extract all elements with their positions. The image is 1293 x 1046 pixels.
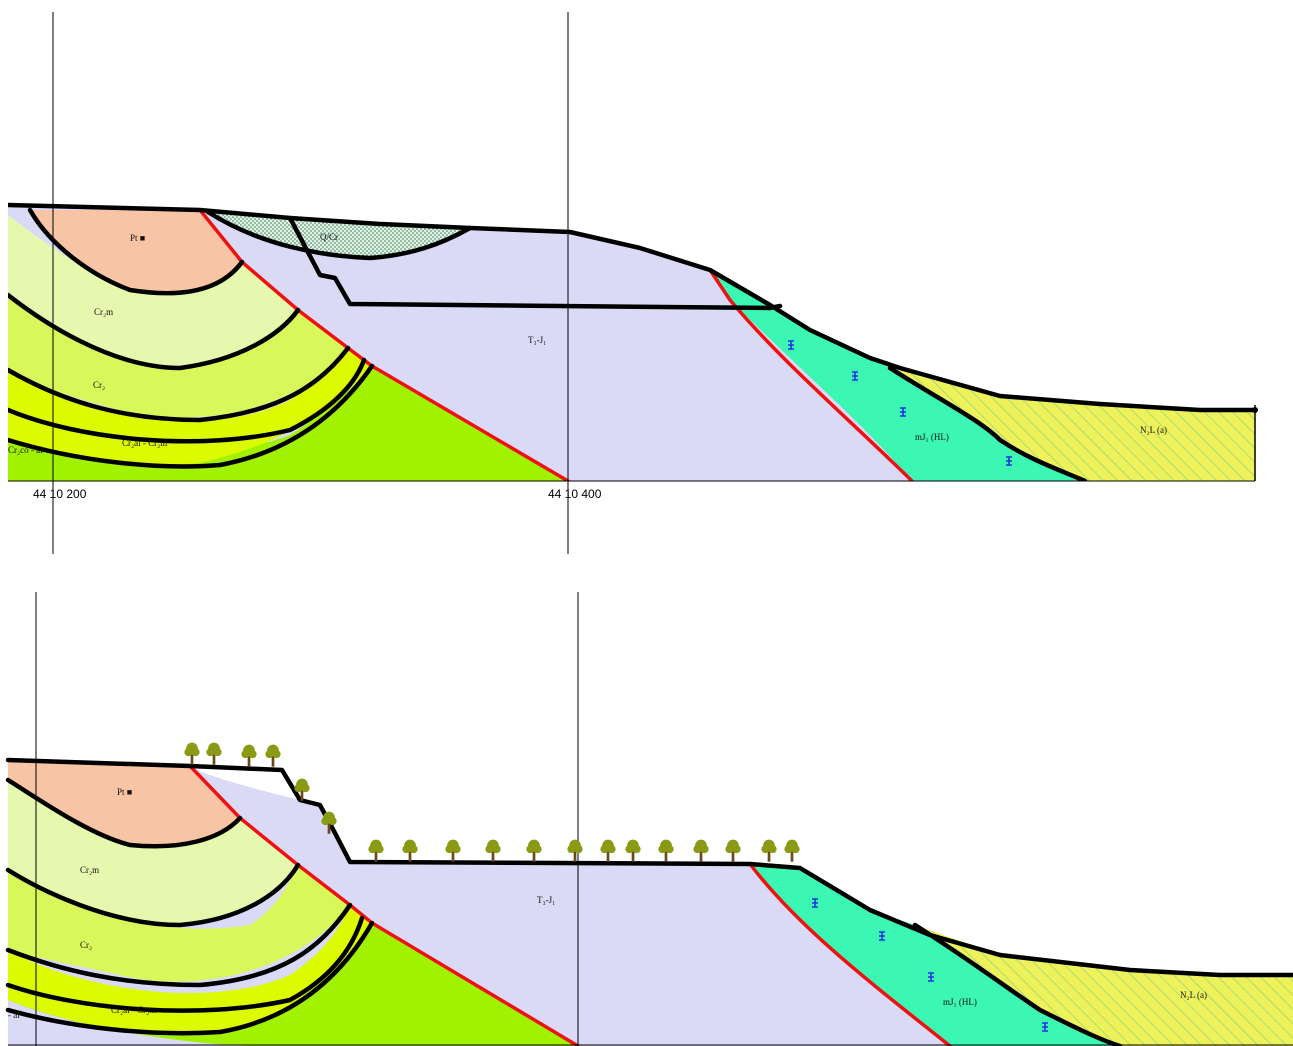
unit-cr2-area-lower — [8, 865, 350, 982]
boundary-q — [205, 209, 473, 261]
boundary-cr2m — [8, 292, 301, 371]
label-mj1hl: mJ₁ (HL) — [915, 432, 949, 442]
tree-icon — [625, 839, 641, 862]
tree-icon — [184, 742, 200, 765]
unit-mj1hl-area — [710, 270, 1085, 481]
label-t3j1: T₃-J₁ — [528, 335, 546, 345]
tree-icon — [761, 839, 777, 862]
tree-icon — [693, 839, 709, 862]
boundary-pt-lower — [5, 777, 243, 849]
tree-icon — [658, 839, 674, 862]
label-pt: Pt ■ — [130, 233, 145, 243]
label-cr2al-cr2m-lower: Cr₂al - Cr₂m — [111, 1005, 156, 1015]
boundary-cr2 — [8, 345, 351, 423]
boundary-cr2m-lower — [5, 862, 301, 928]
unit-n2l-area-lower — [915, 925, 1293, 1046]
unit-mj1hl-area-lower — [730, 830, 1120, 1046]
fault-line-east-lower — [748, 862, 952, 1046]
label-t3j1-lower: T₃-J₁ — [537, 895, 555, 905]
label-mj1hl-lower: mJ₁ (HL) — [943, 997, 977, 1007]
topography-lower — [5, 757, 1293, 978]
unit-n2l-area — [890, 368, 1255, 481]
label-n2l-lower: N₂L (a) — [1180, 990, 1207, 1000]
label-cr2m-lower: Cr₂m — [80, 865, 99, 875]
boundary-cr2al-upper-lower — [5, 915, 365, 1013]
tree-icon — [206, 742, 222, 765]
fault-line-west-lower — [188, 764, 580, 1046]
tree-icon — [567, 839, 583, 862]
label-cr2al-cr2m: Cr₂al - Cr₂m — [122, 438, 167, 448]
tree-icon — [402, 839, 418, 862]
unit-pt-area — [30, 210, 242, 294]
label-cr2: Cr₂ — [93, 380, 105, 390]
boundary-cr2al-lower-lower — [5, 920, 375, 1036]
label-al-lower: - al — [8, 1010, 20, 1020]
coord-label-left: 44 10 200 — [33, 487, 87, 501]
tree-icon — [445, 839, 461, 862]
tree-icon — [265, 744, 281, 767]
label-cr2m: Cr₂m — [94, 307, 113, 317]
tree-icon — [485, 839, 501, 862]
quarry-excavation — [192, 768, 300, 800]
fault-line-east — [708, 268, 914, 481]
boundary-cr2al-upper — [8, 357, 367, 444]
boundary-n2l — [887, 365, 1088, 481]
tree-icon — [784, 839, 800, 862]
tree-icon — [600, 839, 616, 862]
boundary-n2l-lower — [912, 922, 1123, 1046]
tree-icon — [526, 839, 542, 862]
unit-cr2m-area-lower — [8, 780, 298, 925]
tree-icon — [725, 839, 741, 862]
unit-pt-area-lower — [8, 760, 240, 847]
section-end-point — [1252, 407, 1258, 413]
label-n2l: N₂L (a) — [1140, 425, 1167, 435]
unit-cr2m-area — [8, 215, 298, 368]
lower-section — [5, 757, 1293, 1046]
upper-section — [8, 202, 1258, 481]
fault-line-west — [198, 208, 570, 481]
label-pt-lower: Pt ■ — [117, 787, 132, 797]
label-cr2-lower: Cr₂ — [80, 940, 92, 950]
boundary-cr2al-lower — [8, 363, 375, 469]
topography-upper — [8, 202, 1258, 413]
tree-icon — [241, 744, 257, 767]
unit-q-area — [208, 212, 470, 258]
label-cr2co-al: Cr₂co - al — [8, 445, 43, 455]
tree-icon — [368, 839, 384, 862]
label-q: Q/Cr — [320, 232, 338, 242]
coord-label-middle: 44 10 400 — [548, 487, 602, 501]
boundary-cr2-lower — [5, 902, 353, 988]
